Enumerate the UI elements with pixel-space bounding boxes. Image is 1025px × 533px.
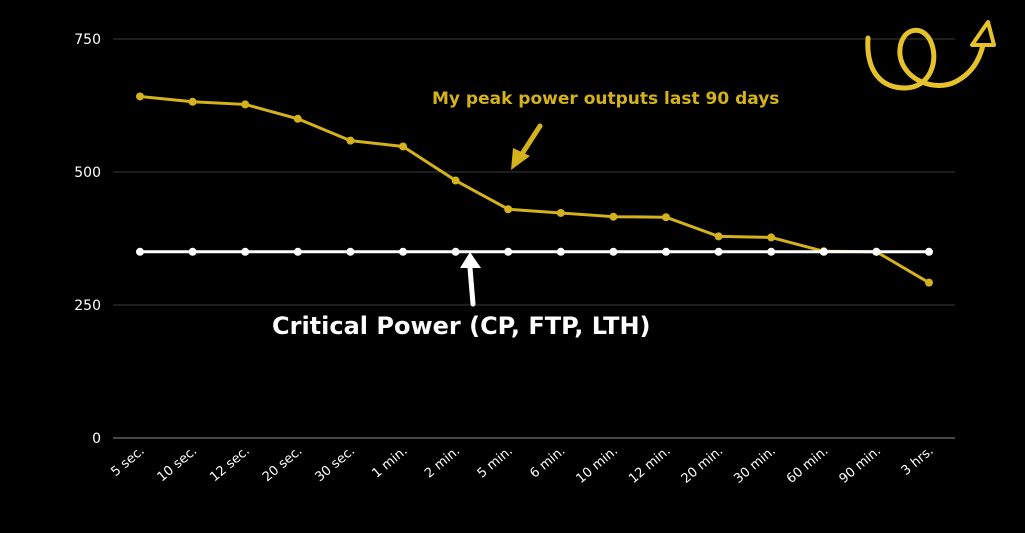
peak-annotation-label: My peak power outputs last 90 days	[432, 89, 779, 109]
grid-layer	[113, 38, 955, 439]
x-tick-label: 20 min.	[679, 444, 726, 487]
cp-annotation: Critical Power (CP, FTP, LTH)	[272, 252, 651, 340]
y-tick-label: 500	[74, 165, 101, 181]
critical-power-point	[136, 247, 144, 256]
y-tick-label: 250	[74, 298, 101, 314]
x-tick-label: 30 sec.	[313, 444, 358, 486]
y-tick-label: 0	[92, 431, 101, 447]
peak-power-point	[346, 136, 355, 145]
squiggle-arrow-logo-icon	[865, 20, 996, 91]
peak-power-point	[293, 114, 302, 123]
x-tick-label: 90 min.	[837, 444, 884, 487]
critical-power-point	[399, 247, 407, 256]
peak-power-point	[188, 97, 197, 106]
x-tick-label: 20 sec.	[260, 444, 305, 486]
peak-power-point	[556, 208, 565, 217]
critical-power-point	[293, 247, 302, 256]
critical-power-point	[241, 247, 250, 256]
x-tick-label: 12 sec.	[207, 444, 252, 486]
critical-power-point	[451, 247, 460, 256]
x-tick-label: 5 min.	[475, 444, 516, 482]
critical-power-point	[504, 247, 513, 256]
x-tick-label: 2 min.	[422, 444, 463, 482]
critical-power-point	[188, 247, 197, 256]
x-axis: 5 sec. 10 sec. 12 sec. 20 sec. 30 sec. 1 min.…	[108, 444, 936, 487]
peak-power-point	[399, 142, 407, 151]
peak-power-point	[241, 100, 250, 109]
critical-power-point	[819, 247, 828, 256]
y-axis: 0 250 500 750	[74, 32, 101, 447]
x-tick-label: 30 min.	[731, 444, 778, 487]
peak-power-point	[451, 176, 460, 185]
cp-arrow-icon	[460, 252, 481, 307]
x-tick-label: 12 min.	[626, 444, 673, 487]
peak-power-point	[504, 205, 513, 214]
x-tick-label: 60 min.	[784, 444, 831, 487]
peak-arrow-icon	[511, 123, 543, 170]
peak-power-line	[139, 94, 930, 284]
cp-annotation-label: Critical Power (CP, FTP, LTH)	[272, 312, 651, 340]
peak-power-point	[662, 213, 670, 222]
critical-power-point	[662, 247, 670, 256]
x-tick-label: 6 min.	[527, 444, 568, 482]
x-tick-label: 1 min.	[369, 444, 410, 482]
critical-power-point	[346, 247, 355, 256]
peak-power-point	[609, 212, 618, 221]
x-tick-label: 10 sec.	[155, 444, 200, 486]
x-tick-label: 5 sec.	[108, 444, 147, 480]
critical-power-series	[136, 247, 933, 256]
peak-annotation: My peak power outputs last 90 days	[432, 89, 779, 170]
critical-power-point	[556, 247, 565, 256]
peak-power-point	[767, 233, 776, 242]
critical-power-point	[714, 247, 723, 256]
critical-power-point	[872, 247, 881, 256]
series-layer	[136, 92, 933, 287]
y-tick-label: 750	[74, 32, 101, 48]
x-tick-label: 10 min.	[574, 444, 621, 487]
peak-power-point	[925, 278, 933, 287]
x-tick-label: 3 hrs.	[899, 444, 937, 479]
peak-power-point	[136, 92, 144, 101]
critical-power-point	[925, 247, 933, 256]
critical-power-point	[609, 247, 618, 256]
peak-power-point	[714, 232, 723, 241]
peak-power-series	[136, 92, 933, 287]
critical-power-point	[767, 247, 776, 256]
